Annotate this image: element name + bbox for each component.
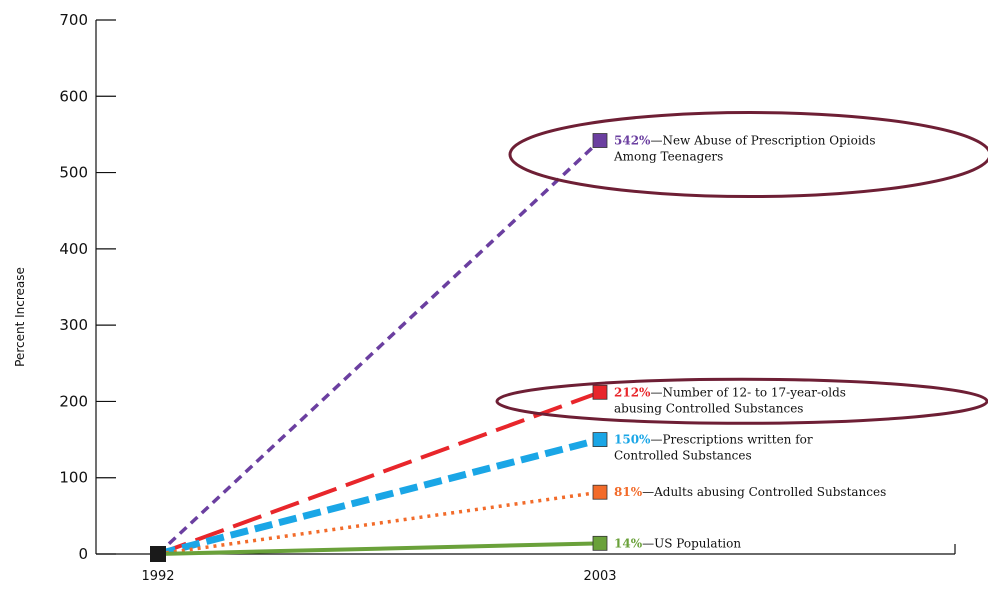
end-marker-2 [592, 432, 608, 447]
series-label-value: 81% [614, 485, 643, 499]
series-label-text: —Adults abusing Controlled Substances [642, 485, 886, 499]
start-marker-1992 [150, 546, 166, 562]
y-tick-label: 700 [59, 11, 88, 29]
series-label-text: —Prescriptions written for [650, 433, 812, 447]
series-label-text: —US Population [642, 536, 741, 550]
highlight-ellipses [495, 111, 988, 425]
series-label-line: abusing Controlled Substances [614, 401, 803, 415]
series-line-0 [156, 139, 602, 556]
series-label-value: 212% [614, 385, 651, 399]
series-lines [156, 139, 602, 558]
series-line-4 [157, 541, 601, 556]
series-line-1 [157, 390, 601, 556]
series-line-2 [157, 436, 601, 558]
series-label-text: —New Abuse of Prescription Opioids [650, 134, 875, 148]
highlight-ellipse-1 [495, 377, 988, 425]
x-tick-label: 2003 [583, 569, 616, 584]
y-tick-label: 0 [78, 545, 88, 563]
series-line-3 [157, 490, 601, 556]
series-label-3: 81%—Adults abusing Controlled Substances [614, 485, 886, 499]
y-axis-title: Percent Increase [13, 267, 27, 367]
end-markers [150, 133, 608, 562]
y-tick-label: 600 [59, 87, 88, 105]
y-tick-label: 100 [59, 469, 88, 487]
end-marker-0 [592, 133, 608, 148]
series-label-1: 212%—Number of 12- to 17-year-olds [614, 385, 846, 399]
series-label-4: 14%—US Population [614, 536, 741, 550]
x-tick-label: 1992 [141, 569, 174, 584]
series-label-2: 150%—Prescriptions written for [614, 433, 813, 447]
series-label-text: —Number of 12- to 17-year-olds [650, 385, 845, 399]
series-labels: 542%—New Abuse of Prescription Opioids Am… [613, 134, 886, 551]
y-tick-label: 500 [59, 164, 88, 182]
end-marker-4 [592, 535, 608, 551]
series-label-line: Among Teenagers [613, 150, 723, 164]
series-label-0: 542%—New Abuse of Prescription Opioids [614, 134, 876, 148]
y-tick-label: 200 [59, 392, 88, 410]
y-tick-label: 400 [59, 240, 88, 258]
highlight-ellipse-0 [508, 111, 988, 199]
end-marker-3 [592, 484, 608, 500]
end-marker-1 [592, 384, 608, 400]
series-label-value: 14% [614, 536, 643, 550]
series-label-value: 150% [614, 433, 651, 447]
y-tick-label: 300 [59, 316, 88, 334]
series-label-value: 542% [614, 134, 651, 148]
series-label-line: Controlled Substances [614, 449, 752, 463]
